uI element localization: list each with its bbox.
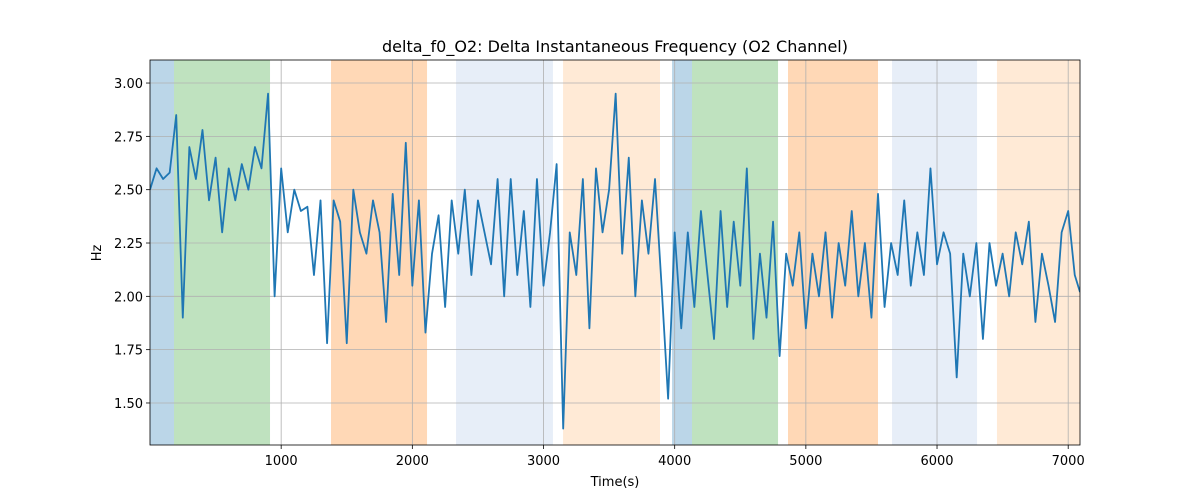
spans bbox=[150, 60, 1080, 445]
y-tick-label: 2.00 bbox=[114, 290, 143, 305]
shaded-span bbox=[174, 60, 271, 445]
y-tick-label: 2.75 bbox=[114, 130, 143, 145]
shaded-span bbox=[672, 60, 692, 445]
x-tick-label: 4000 bbox=[658, 454, 691, 469]
shaded-span bbox=[996, 60, 1080, 445]
shaded-span bbox=[892, 60, 978, 445]
y-tick-label: 2.25 bbox=[114, 237, 143, 252]
plot bbox=[150, 92, 1080, 430]
shaded-span bbox=[563, 60, 660, 445]
y-tick-label: 3.00 bbox=[114, 77, 143, 92]
shaded-span bbox=[150, 60, 175, 445]
ticks: 1000 2000 3000 4000 5000 6000 7000 1.50 1.75 2.00… bbox=[114, 77, 1085, 469]
shaded-span bbox=[691, 60, 779, 445]
chart-title: delta_f0_O2: Delta Instantaneous Frequen… bbox=[382, 37, 848, 57]
plot-frame bbox=[149, 59, 1081, 446]
x-tick-label: 2000 bbox=[396, 454, 429, 469]
x-tick-label: 5000 bbox=[789, 454, 822, 469]
y-tick-label: 1.50 bbox=[114, 397, 143, 412]
y-tick-label: 1.75 bbox=[114, 344, 143, 359]
x-tick-label: 6000 bbox=[920, 454, 953, 469]
y-tick-label: 2.50 bbox=[114, 184, 143, 199]
shaded-span bbox=[456, 60, 553, 445]
data-line bbox=[150, 92, 1080, 430]
grid bbox=[150, 60, 1080, 445]
y-axis-label: Hz bbox=[90, 245, 105, 262]
x-tick-label: 1000 bbox=[265, 454, 298, 469]
x-tick-label: 7000 bbox=[1052, 454, 1085, 469]
x-tick-label: 3000 bbox=[527, 454, 560, 469]
x-axis-label: Time(s) bbox=[590, 475, 640, 490]
